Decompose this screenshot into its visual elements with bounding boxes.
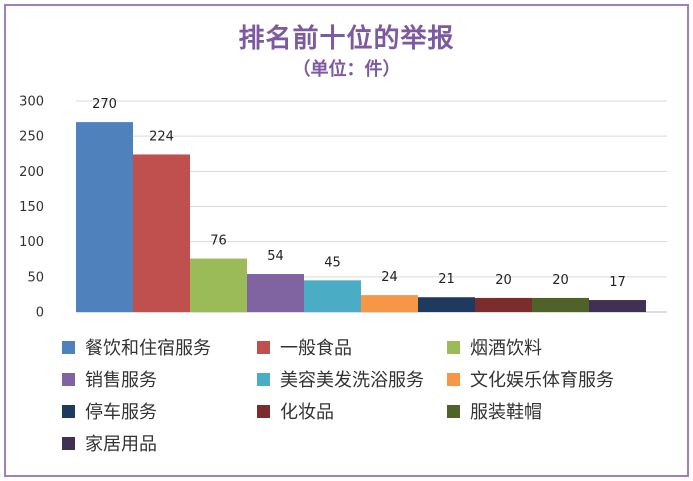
bars [76, 122, 646, 312]
legend-swatch [257, 404, 270, 418]
legend-item: 化妆品 [257, 400, 334, 426]
bar [247, 274, 304, 312]
legend-swatch [257, 340, 270, 354]
legend-label: 服装鞋帽 [470, 402, 542, 423]
y-tick-label: 50 [27, 270, 44, 285]
data-label: 45 [324, 255, 341, 270]
bar [76, 122, 133, 312]
bar [190, 258, 247, 312]
legend-item: 文化娱乐体育服务 [447, 368, 614, 394]
data-label: 20 [495, 273, 512, 288]
legend-swatch [62, 340, 75, 354]
y-tick-label: 300 [19, 95, 44, 110]
legend-swatch [447, 404, 460, 418]
legend-swatch [62, 372, 75, 386]
legend-item: 美容美发洗浴服务 [257, 368, 424, 394]
bar [418, 297, 475, 312]
legend-label: 美容美发洗浴服务 [280, 370, 424, 391]
legend-label: 化妆品 [280, 402, 334, 423]
chart-subtitle: （单位：件） [292, 59, 401, 80]
bar [475, 297, 532, 312]
data-label: 20 [552, 273, 569, 288]
legend-label: 一般食品 [280, 338, 352, 359]
legend-item: 餐饮和住宿服务 [62, 336, 211, 362]
data-label: 224 [149, 129, 174, 144]
bar [361, 295, 418, 312]
legend-swatch [62, 436, 75, 450]
legend-swatch [447, 340, 460, 354]
legend-label: 停车服务 [85, 402, 157, 423]
legend-item: 服装鞋帽 [447, 400, 542, 426]
bar [304, 280, 361, 312]
chart-title: 排名前十位的举报 [238, 24, 455, 54]
data-label: 76 [210, 234, 227, 249]
data-label: 17 [609, 275, 626, 290]
legend-swatch [257, 372, 270, 386]
data-label: 270 [92, 97, 117, 112]
y-tick-label: 100 [19, 235, 44, 250]
legend-label: 餐饮和住宿服务 [85, 338, 211, 359]
legend-label: 烟酒饮料 [470, 338, 542, 359]
data-label: 54 [267, 249, 284, 264]
data-label: 24 [381, 270, 398, 285]
y-axis-ticks: 0 50 100 150 200 250 300 [19, 95, 44, 321]
legend-label: 文化娱乐体育服务 [470, 370, 614, 391]
y-tick-label: 0 [36, 306, 44, 321]
data-labels: 270 224 76 54 45 24 21 20 20 17 [92, 97, 626, 290]
legend-swatch [62, 404, 75, 418]
legend-item: 烟酒饮料 [447, 336, 542, 362]
y-tick-label: 200 [19, 165, 44, 180]
legend-label: 销售服务 [85, 370, 157, 391]
legend-item: 销售服务 [62, 368, 157, 394]
legend-item: 家居用品 [62, 432, 157, 458]
legend-swatch [447, 372, 460, 386]
y-tick-label: 150 [19, 200, 44, 215]
legend-label: 家居用品 [85, 434, 157, 455]
legend-item: 停车服务 [62, 400, 157, 426]
bar [589, 300, 646, 312]
bar [532, 297, 589, 312]
legend-item: 一般食品 [257, 336, 352, 362]
data-label: 21 [438, 272, 455, 287]
y-tick-label: 250 [19, 130, 44, 145]
bar [133, 154, 190, 312]
